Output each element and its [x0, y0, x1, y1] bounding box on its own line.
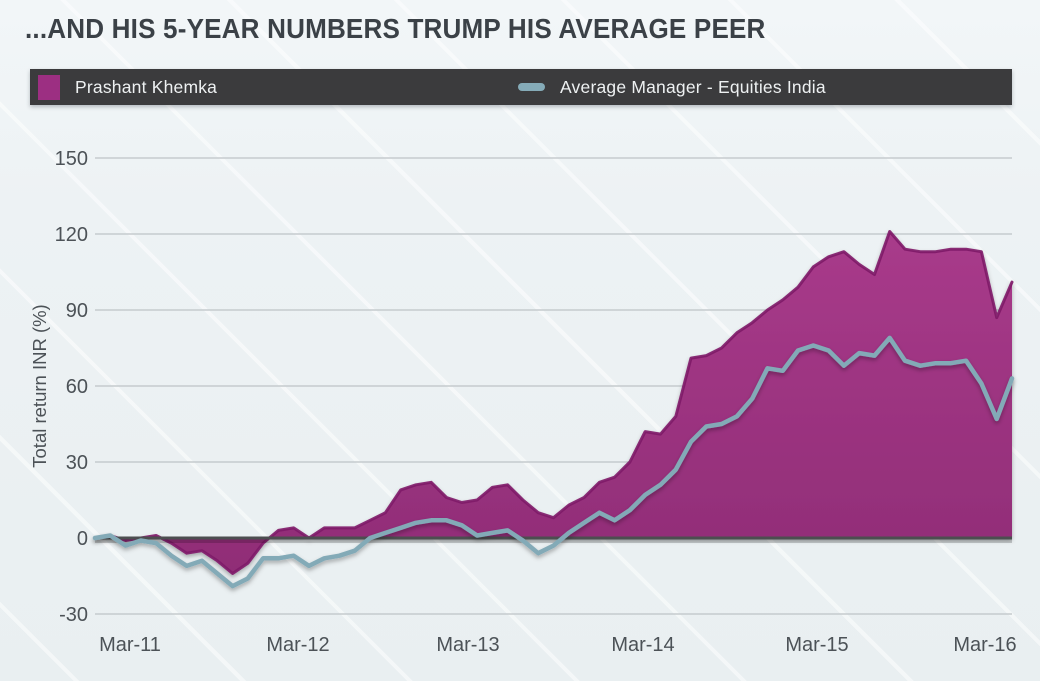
y-tick-label: 60 — [66, 376, 88, 398]
x-tick-label: Mar-14 — [611, 634, 674, 656]
x-tick-label: Mar-13 — [436, 634, 499, 656]
average-line — [92, 335, 1015, 589]
y-tick-label: 120 — [55, 224, 88, 246]
khemka-area — [95, 231, 1012, 574]
average-line-series — [92, 335, 1015, 589]
legend-label-average: Average Manager - Equities India — [560, 76, 826, 97]
x-tick-label: Mar-16 — [953, 634, 1016, 656]
legend-bar: Prashant Khemka Average Manager - Equiti… — [30, 69, 1012, 105]
y-tick-label: 30 — [66, 452, 88, 474]
khemka-area-series — [93, 230, 1014, 575]
khemka-top-line — [93, 230, 1014, 575]
y-tick-label: 0 — [77, 528, 88, 550]
x-tick-label: Mar-15 — [785, 634, 848, 656]
y-gridlines — [95, 157, 1012, 615]
legend-item-average: Average Manager - Equities India — [518, 77, 826, 98]
zero-line — [95, 536, 1012, 543]
y-tick-label: 90 — [66, 300, 88, 322]
y-tick-label: -30 — [59, 604, 88, 626]
khemka-area-swatch-icon — [38, 74, 60, 100]
legend-item-khemka: Prashant Khemka — [38, 74, 218, 100]
x-tick-label: Mar-11 — [99, 634, 161, 656]
legend-label-khemka: Prashant Khemka — [75, 76, 218, 97]
y-axis-title: Total return INR (%) — [29, 304, 50, 467]
average-line-swatch-icon — [518, 83, 545, 91]
y-tick-label: 150 — [55, 148, 88, 170]
x-tick-label: Mar-12 — [266, 634, 329, 656]
y-tick-labels: 150 120 90 60 30 0 -30 — [55, 148, 88, 626]
page-title: ...AND HIS 5-YEAR NUMBERS TRUMP HIS AVER… — [25, 13, 766, 44]
x-tick-labels: Mar-11 Mar-12 Mar-13 Mar-14 Mar-15 Mar-16 — [99, 634, 1017, 656]
